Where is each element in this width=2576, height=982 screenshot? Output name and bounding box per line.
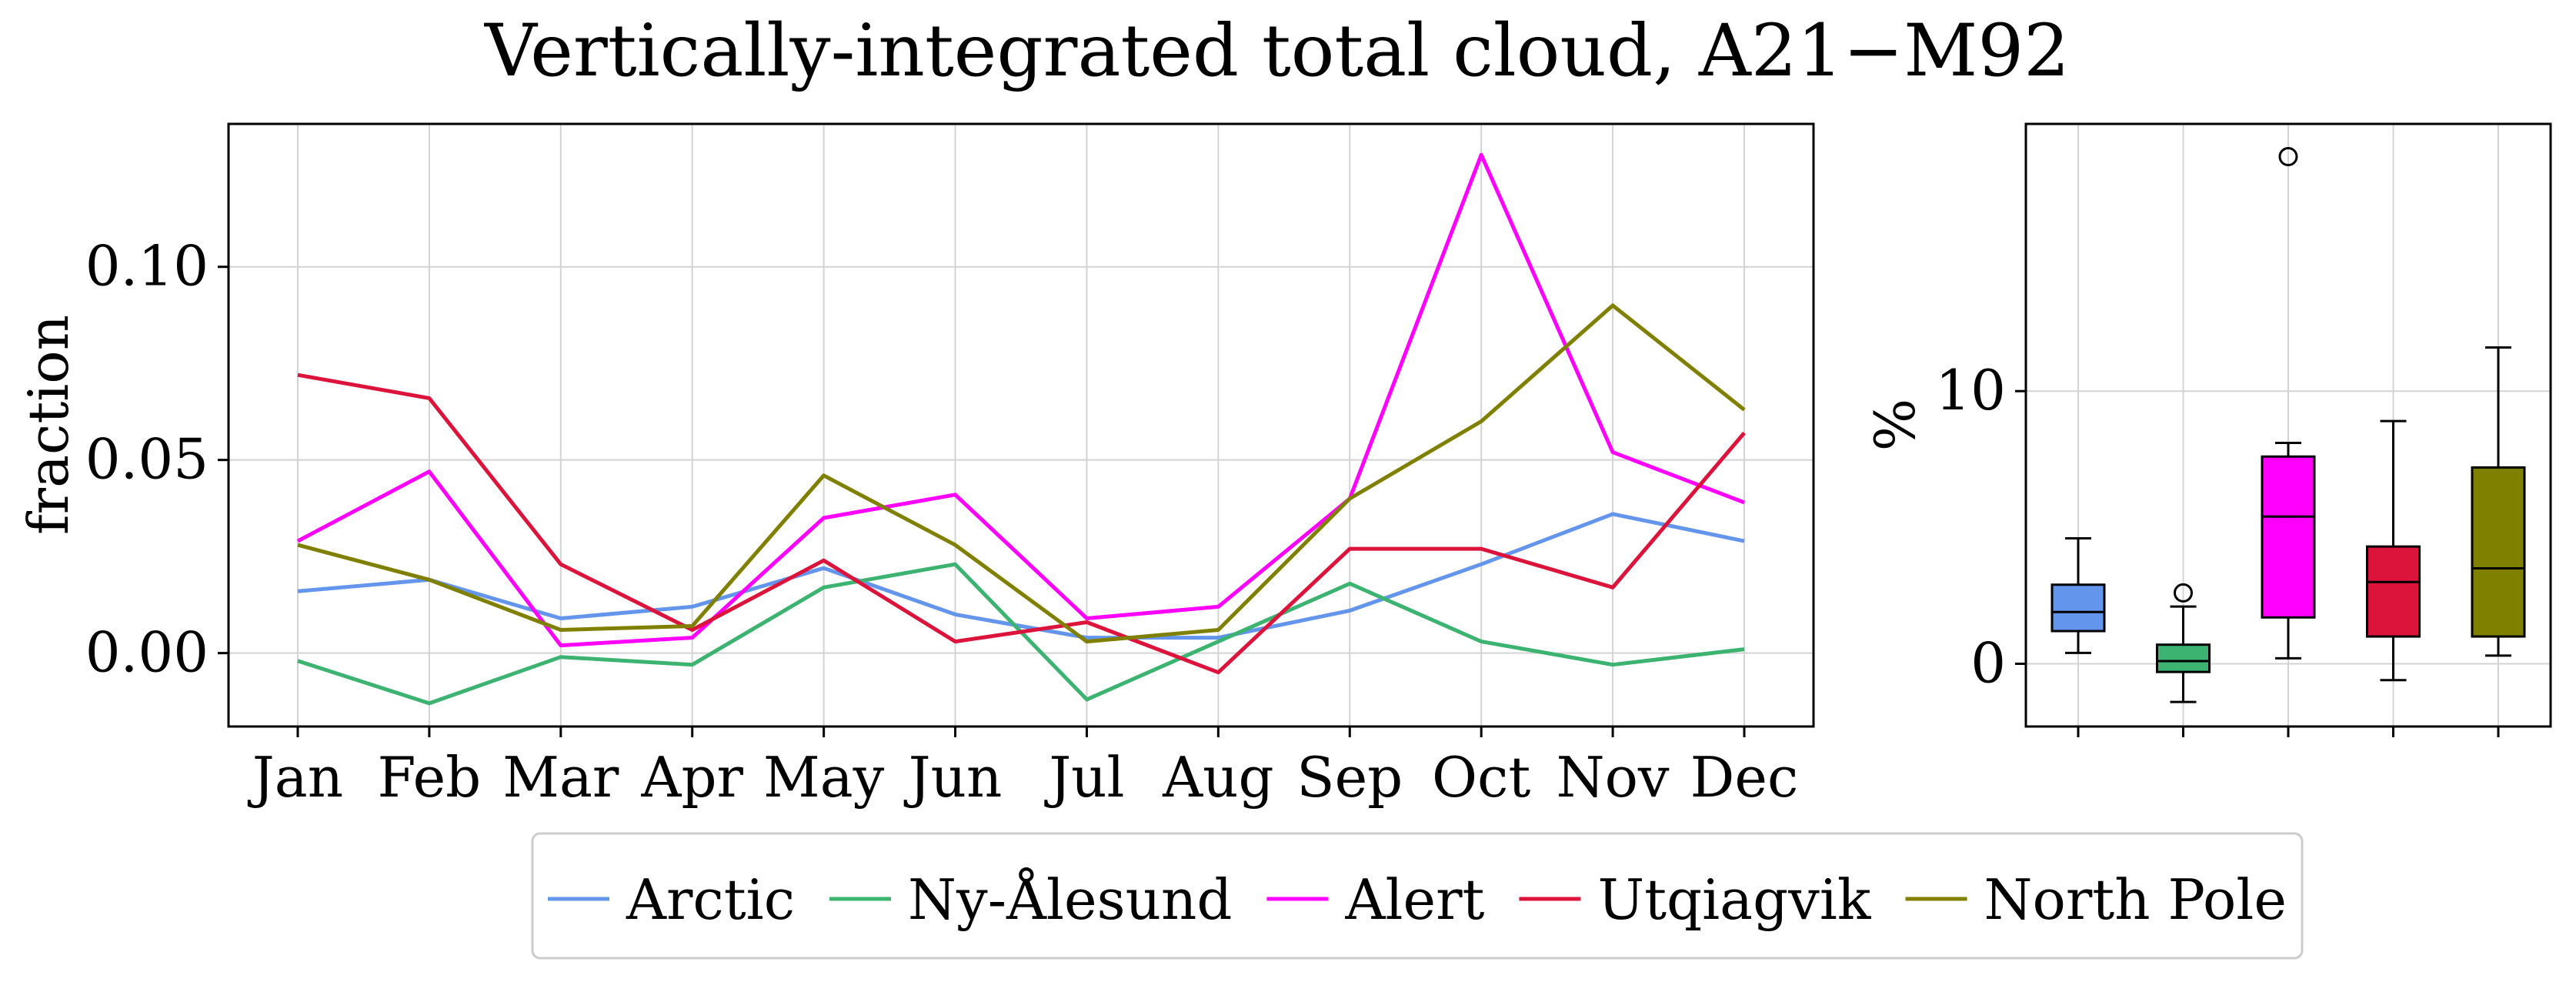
line-chart-panel: Jan Feb Mar Apr May Jun Jul Aug Sep Oct Nov Dec 0.0… — [16, 122, 1815, 810]
series-line-north-pole — [297, 303, 1746, 644]
box-plot-y-tick-label: 10 — [1935, 358, 2006, 423]
line-chart-x-tick-label: Oct — [1432, 745, 1530, 810]
line-chart-x-tick-label: Aug — [1162, 745, 1273, 810]
line-chart-x-tick-label: Jul — [1043, 745, 1124, 810]
box-plot-y-ticks: 0 10 — [1935, 358, 2026, 696]
line-chart-series — [296, 152, 1746, 706]
box-outlier-alert — [2278, 147, 2298, 167]
line-chart-x-tick-label: May — [763, 745, 885, 810]
line-chart-frame — [227, 122, 1815, 728]
line-chart-y-axis-label: fraction — [16, 315, 81, 535]
line-chart-y-ticks: 0.00 0.05 0.10 — [85, 234, 229, 685]
line-chart-grid — [229, 124, 1814, 726]
box-plot-x-ticks — [2077, 726, 2500, 737]
series-line-arctic — [297, 512, 1745, 640]
line-chart-x-tick-label: Jan — [247, 745, 343, 810]
line-chart-x-tick-label: Apr — [640, 745, 743, 810]
line-chart-x-tick-label: Sep — [1296, 745, 1403, 810]
legend-label-utqiagvik: Utqiagvik — [1597, 867, 1871, 932]
legend-label-alert: Alert — [1344, 867, 1484, 932]
legend-label-north-pole: North Pole — [1984, 867, 2287, 932]
box-arctic — [2050, 583, 2106, 633]
box-plot-boxes — [2050, 147, 2526, 703]
line-chart-x-tick-label: Jun — [903, 745, 1003, 810]
box-plot-y-axis-label: % — [1863, 399, 1927, 451]
series-line-alert — [296, 152, 1745, 648]
line-chart-x-tick-label: Feb — [378, 745, 482, 810]
legend-label-ny-lesund: Ny-Ålesund — [908, 867, 1232, 932]
line-chart-x-tick-label: Nov — [1557, 745, 1670, 810]
line-chart-y-tick-label: 0.05 — [85, 427, 209, 492]
box-plot-panel: 0 10 % — [1863, 122, 2552, 737]
box-utqiagvik — [2366, 545, 2421, 638]
line-chart-y-tick-label: 0.00 — [85, 620, 209, 685]
box-ny-lesund — [2156, 643, 2211, 673]
line-chart-y-tick-label: 0.10 — [85, 234, 209, 299]
series-line-utqiagvik — [297, 372, 1746, 675]
line-chart-x-ticks: Jan Feb Mar Apr May Jun Jul Aug Sep Oct Nov Dec — [247, 726, 1798, 810]
line-chart-x-tick-label: Dec — [1690, 745, 1799, 810]
box-outlier-ny-lesund — [2174, 583, 2193, 603]
box-plot-y-tick-label: 0 — [1970, 631, 2006, 696]
box-alert — [2261, 455, 2316, 619]
box-north-pole — [2471, 466, 2526, 638]
figure-title: Vertically-integrated total cloud, A21−M… — [484, 9, 2070, 93]
legend-label-arctic: Arctic — [626, 867, 795, 932]
line-chart-x-tick-label: Mar — [502, 745, 619, 810]
legend: Arctic Ny-Ålesund Alert Utqiagvik North Pole — [531, 832, 2304, 960]
legend-frame — [531, 832, 2304, 960]
